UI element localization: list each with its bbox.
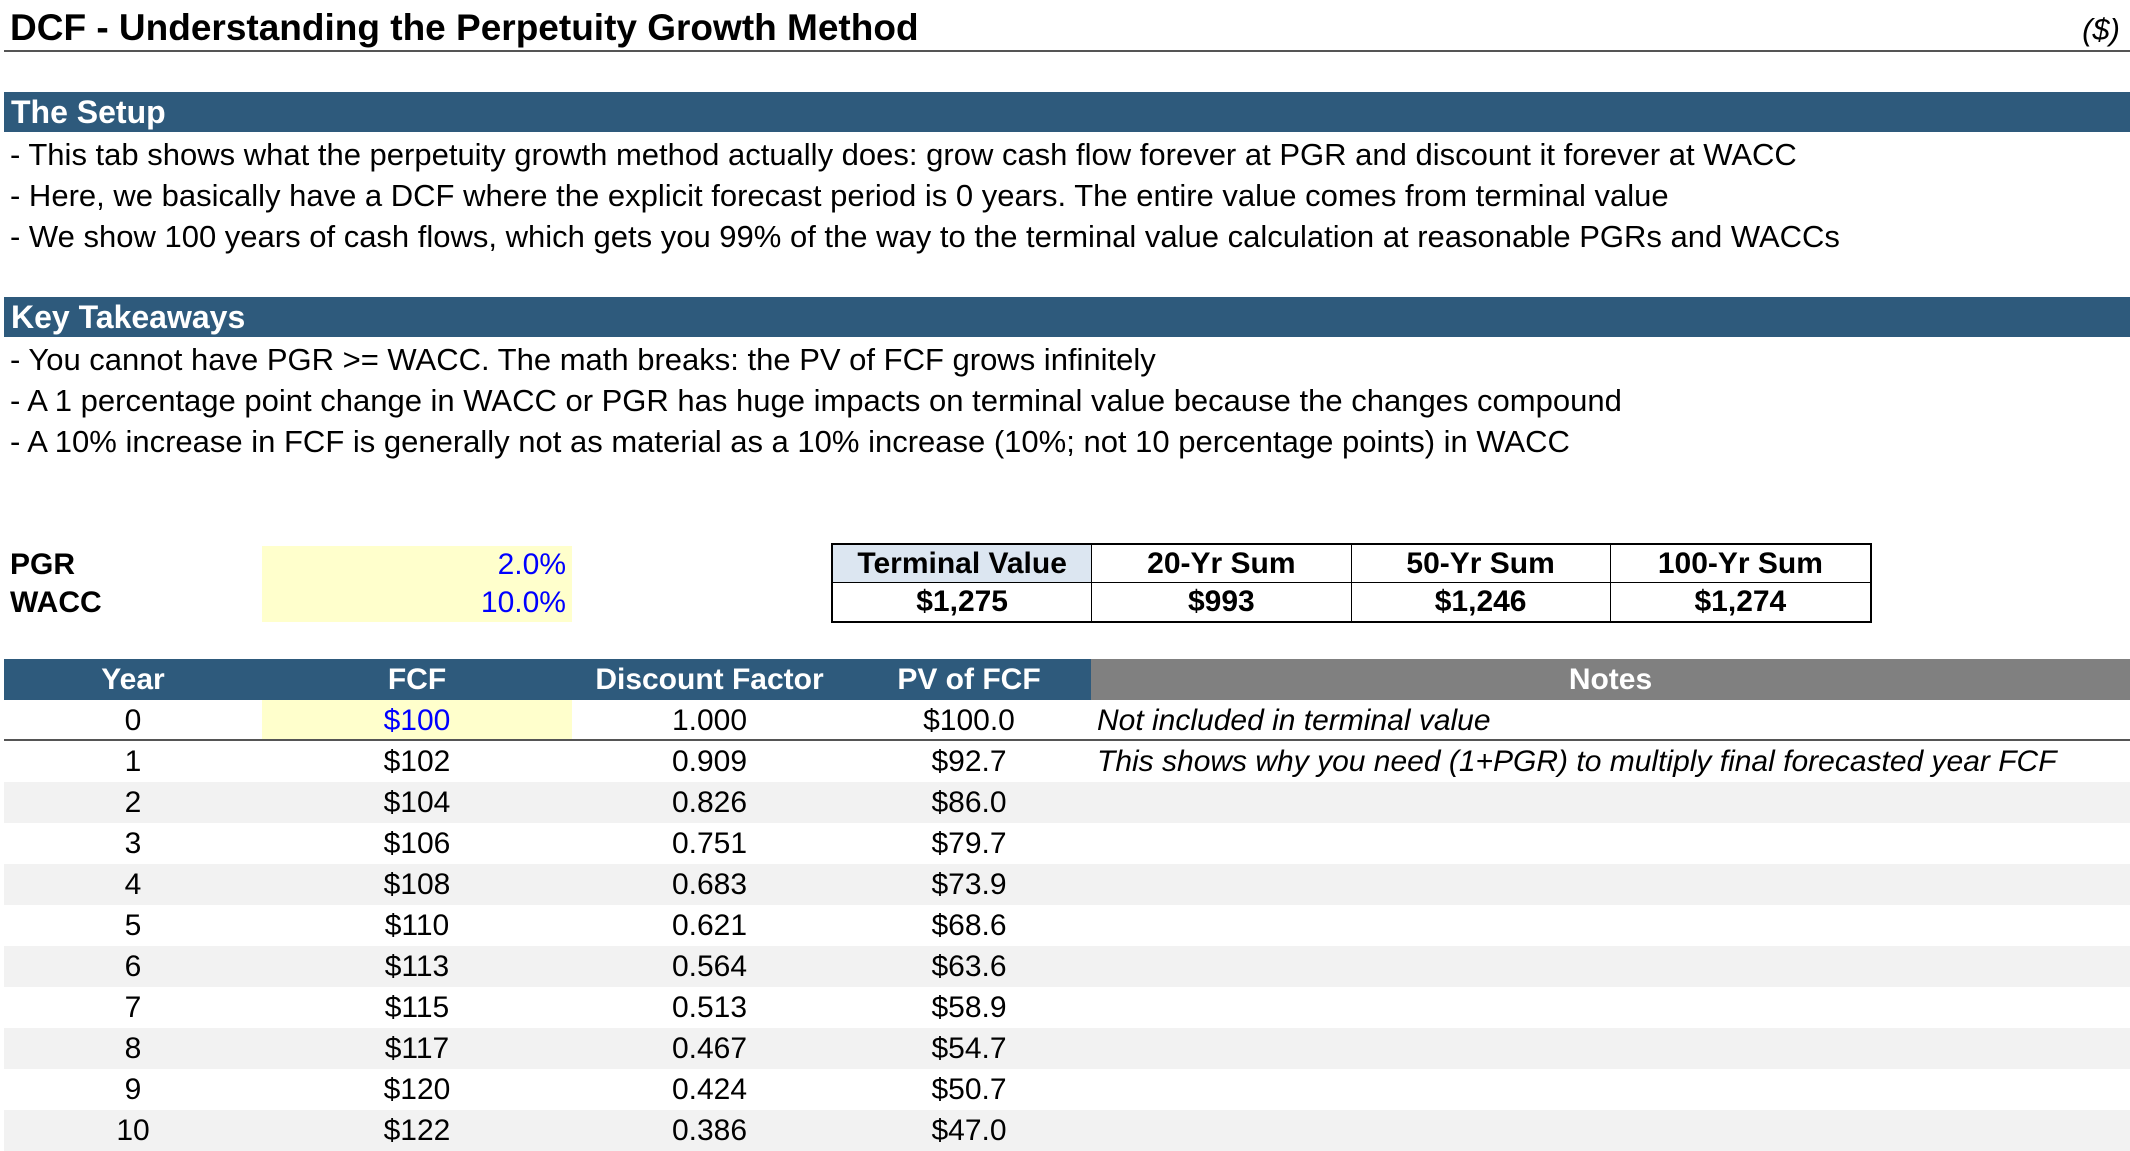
table-row: 4 $108 0.683 $73.9 (4, 864, 2130, 905)
sum-20yr-value[interactable]: $993 (1092, 583, 1352, 621)
pv-cell[interactable]: $92.7 (931, 745, 1007, 778)
table-row: 3 $106 0.751 $79.7 (4, 823, 2130, 864)
discount-factor-cell[interactable]: 0.621 (671, 909, 748, 942)
discount-factor-cell[interactable]: 0.683 (671, 868, 748, 901)
fcf-column-header: FCF (262, 659, 572, 700)
terminal-value[interactable]: $1,275 (833, 583, 1093, 621)
takeaway-line-1: - You cannot have PGR >= WACC. The math … (10, 342, 1156, 377)
pgr-label: PGR (10, 548, 76, 581)
discount-factor-cell[interactable]: 0.564 (671, 950, 748, 983)
discount-factor-cell[interactable]: 1.000 (671, 704, 748, 737)
table-row: 9 $120 0.424 $50.7 (4, 1069, 2130, 1110)
note-cell[interactable] (1091, 905, 2130, 946)
year-cell[interactable]: 6 (124, 950, 142, 983)
setup-section-header: The Setup (4, 92, 2130, 132)
fcf-cell[interactable]: $108 (383, 868, 451, 901)
note-cell[interactable] (1091, 987, 2130, 1028)
discount-factor-cell[interactable]: 0.909 (671, 745, 748, 778)
sum-100yr-value[interactable]: $1,274 (1694, 585, 1787, 618)
setup-line-2: - Here, we basically have a DCF where th… (10, 178, 1669, 213)
fcf-cell[interactable]: $122 (383, 1114, 451, 1147)
discount-factor-cell[interactable]: 0.386 (671, 1114, 748, 1147)
pv-cell[interactable]: $63.6 (931, 950, 1007, 983)
year-cell[interactable]: 8 (124, 1032, 142, 1065)
table-row: 1 $102 0.909 $92.7 This shows why you need (… (4, 741, 2130, 782)
pv-cell[interactable]: $68.6 (931, 909, 1007, 942)
year-cell[interactable]: 4 (124, 868, 142, 901)
year-cell[interactable]: 7 (124, 991, 142, 1024)
year-column-header: Year (4, 659, 262, 700)
table-row: 0 $100 1.000 $100.0 Not included in terminal… (4, 700, 2130, 741)
fcf-cell[interactable]: $110 (384, 909, 450, 942)
wacc-label: WACC (10, 586, 102, 619)
note-cell[interactable]: This shows why you need (1+PGR) to multi… (1097, 745, 2057, 778)
year-cell[interactable]: 0 (124, 704, 142, 737)
note-cell[interactable] (1091, 864, 2130, 905)
pv-cell[interactable]: $73.9 (931, 868, 1007, 901)
takeaway-line-3: - A 10% increase in FCF is generally not… (10, 424, 1570, 459)
note-cell[interactable] (1091, 1028, 2130, 1069)
sheet-title: DCF - Understanding the Perpetuity Growt… (10, 7, 919, 48)
discount-factor-column-header: Discount Factor (572, 659, 847, 700)
notes-column-header: Notes (1091, 659, 2130, 700)
pv-column-header: PV of FCF (847, 659, 1091, 700)
discount-factor-cell[interactable]: 0.513 (671, 991, 748, 1024)
note-cell[interactable] (1091, 1069, 2130, 1110)
pv-cell[interactable]: $50.7 (931, 1073, 1007, 1106)
wacc-input[interactable]: 10.0% (262, 584, 572, 622)
pgr-input[interactable]: 2.0% (262, 546, 572, 584)
terminal-value-header: Terminal Value (833, 545, 1093, 583)
fcf-cell[interactable]: $120 (383, 1073, 451, 1106)
sum-50yr-value[interactable]: $1,246 (1352, 583, 1611, 621)
takeaway-line-2: - A 1 percentage point change in WACC or… (10, 383, 1622, 418)
sum-100yr-header: 100-Yr Sum (1610, 545, 1870, 583)
sum-20yr-header: 20-Yr Sum (1092, 545, 1352, 583)
note-cell[interactable] (1091, 782, 2130, 823)
cashflow-table-header: Year FCF Discount Factor PV of FCF Notes (4, 659, 2130, 700)
year-cell[interactable]: 5 (124, 909, 142, 942)
year-cell[interactable]: 3 (124, 827, 142, 860)
table-row: 6 $113 0.564 $63.6 (4, 946, 2130, 987)
valuation-summary-table: Terminal Value 20-Yr Sum 50-Yr Sum 100-Y… (831, 543, 1872, 623)
note-cell[interactable]: Not included in terminal value (1097, 704, 1491, 737)
note-cell[interactable] (1091, 946, 2130, 987)
table-row: 2 $104 0.826 $86.0 (4, 782, 2130, 823)
pv-cell[interactable]: $47.0 (931, 1114, 1007, 1147)
pv-cell[interactable]: $79.7 (931, 827, 1007, 860)
discount-factor-cell[interactable]: 0.467 (671, 1032, 748, 1065)
discount-factor-cell[interactable]: 0.826 (671, 786, 748, 819)
units-label: ($) (2082, 12, 2120, 47)
fcf-cell[interactable]: $106 (383, 827, 451, 860)
table-row: 10 $122 0.386 $47.0 (4, 1110, 2130, 1151)
fcf-cell[interactable]: $104 (383, 786, 451, 819)
pv-cell[interactable]: $86.0 (931, 786, 1007, 819)
table-row: 5 $110 0.621 $68.6 (4, 905, 2130, 946)
discount-factor-cell[interactable]: 0.751 (671, 827, 748, 860)
takeaways-section-header: Key Takeaways (4, 297, 2130, 337)
note-cell[interactable] (1091, 1110, 2130, 1151)
year-cell[interactable]: 1 (124, 745, 142, 778)
fcf-cell[interactable]: $115 (384, 991, 450, 1024)
setup-line-1: - This tab shows what the perpetuity gro… (10, 137, 1797, 172)
fcf-cell[interactable]: $113 (384, 950, 450, 983)
table-row: 8 $117 0.467 $54.7 (4, 1028, 2130, 1069)
fcf-cell[interactable]: $102 (383, 745, 451, 778)
year-cell[interactable]: 10 (116, 1114, 150, 1147)
discount-factor-cell[interactable]: 0.424 (671, 1073, 748, 1106)
fcf-cell[interactable]: $117 (384, 1032, 450, 1065)
pv-cell[interactable]: $54.7 (931, 1032, 1007, 1065)
title-divider (4, 50, 2130, 52)
note-cell[interactable] (1091, 823, 2130, 864)
pv-cell[interactable]: $58.9 (931, 991, 1007, 1024)
fcf-cell[interactable]: $100 (262, 700, 572, 739)
setup-line-3: - We show 100 years of cash flows, which… (10, 219, 1840, 254)
year-cell[interactable]: 2 (124, 786, 142, 819)
sum-50yr-header: 50-Yr Sum (1351, 545, 1611, 583)
pv-cell[interactable]: $100.0 (923, 704, 1015, 737)
cashflow-table-body: 0 $100 1.000 $100.0 Not included in terminal… (4, 700, 2130, 1151)
table-row: 7 $115 0.513 $58.9 (4, 987, 2130, 1028)
year-cell[interactable]: 9 (124, 1073, 142, 1106)
